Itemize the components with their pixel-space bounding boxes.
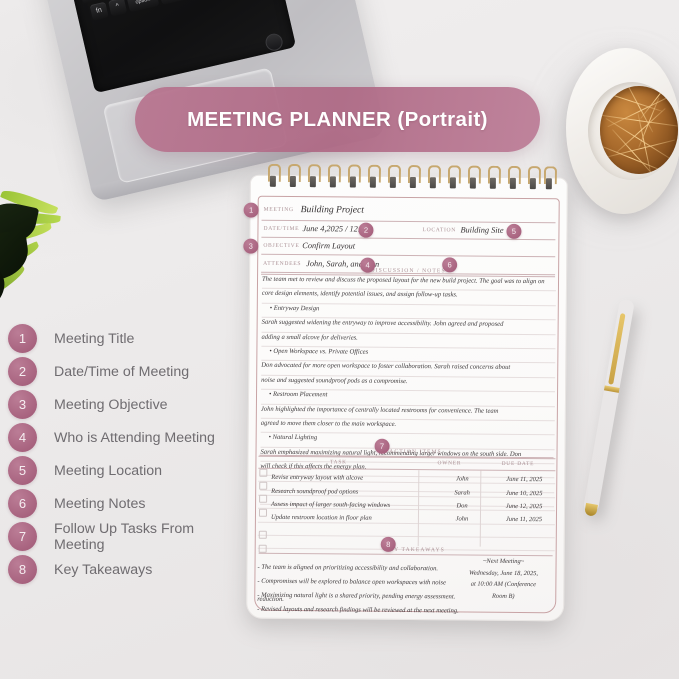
note-text: • Open Workspace vs. Private Offices [269, 347, 369, 356]
key-takeaways-body: - The team is aligned on prioritizing ac… [257, 556, 472, 615]
note-text: Sarah suggested widening the entryway to… [261, 318, 504, 329]
legend-badge-6: 6 [8, 489, 37, 518]
legend-badge-4: 4 [8, 423, 37, 452]
note-text: core design elements, identify potential… [261, 290, 458, 299]
due-date-text: June 11, 2025 [505, 516, 543, 524]
next-meeting-line: Room B) [491, 592, 515, 600]
legend-item-4: 4 Who is Attending Meeting [8, 421, 248, 454]
callout-3: 3 [243, 238, 259, 254]
callout-5: 5 [506, 223, 522, 239]
legend-item-8: 8 Key Takeaways [8, 553, 248, 586]
next-meeting-line: at 10:00 AM (Conference [470, 580, 536, 589]
note-text: • Restroom Placement [268, 390, 328, 399]
objective-value[interactable]: Confirm Layout [302, 241, 356, 251]
next-meeting-line: ~Next Meeting~ [482, 557, 525, 566]
task-checkbox[interactable] [258, 530, 267, 540]
note-text: Don advocated for more open workspace to… [261, 362, 511, 372]
title-banner: MEETING PLANNER (Portrait) [135, 87, 540, 152]
callout-4: 4 [360, 257, 376, 273]
pen-barrel [583, 299, 635, 513]
note-text: • Entryway Design [269, 304, 320, 313]
note-text: The team met to review and discuss the p… [262, 275, 545, 286]
takeaway-text: - Revised layouts and research findings … [257, 605, 459, 615]
legend-label-4: Who is Attending Meeting [54, 429, 215, 446]
legend-item-3: 3 Meeting Objective [8, 388, 248, 421]
ceramic-dish [566, 48, 679, 214]
task-checkbox[interactable] [259, 468, 268, 477]
legend-item-7: 7 Follow Up Tasks From Meeting [8, 520, 248, 553]
legend-label-1: Meeting Title [54, 330, 135, 347]
location-value[interactable]: Building Site [460, 225, 504, 235]
pen-tip [583, 502, 598, 517]
note-text: adding a small alcove for deliveries. [261, 333, 358, 342]
legend-badge-8: 8 [8, 555, 37, 584]
legend-badge-2: 2 [8, 357, 37, 386]
note-text: • Natural Lighting [268, 434, 318, 442]
task-checkbox[interactable] [259, 481, 268, 490]
next-meeting-note: ~Next Meeting~ Wednesday, June 18, 2025,… [455, 555, 551, 602]
legend-label-7: Follow Up Tasks From Meeting [54, 520, 195, 553]
legend-label-5: Meeting Location [54, 462, 163, 479]
title-banner-text: MEETING PLANNER (Portrait) [187, 107, 488, 131]
datetime-label: DATE/TIME [263, 225, 300, 233]
key-takeaways-section-header: KEY TAKEAWAYS [258, 539, 553, 557]
legend-item-6: 6 Meeting Notes [8, 487, 248, 520]
key-option: option [126, 0, 160, 13]
action-items-table: TASK OWNER DUE DATE Revise entryway layo… [257, 455, 556, 553]
owner-text: John [455, 515, 469, 523]
key-takeaways-header-text: KEY TAKEAWAYS [384, 546, 445, 554]
task-checkbox[interactable] [259, 495, 268, 504]
callout-1: 1 [243, 202, 259, 218]
legend-label-2: Date/Time of Meeting [54, 363, 190, 380]
legend-badge-1: 1 [8, 324, 37, 353]
discussion-header-text: DISCUSSION / NOTES [370, 267, 446, 275]
legend-item-5: 5 Meeting Location [8, 454, 248, 487]
key-command: command [158, 0, 208, 5]
note-text: John highlighted the importance of centr… [260, 405, 499, 415]
legend-badge-3: 3 [8, 390, 37, 419]
callout-2: 2 [358, 222, 374, 238]
callout-7: 7 [374, 438, 390, 454]
legend-item-2: 2 Date/Time of Meeting [8, 355, 248, 388]
note-text: agreed to move them closer to the main w… [260, 419, 397, 428]
note-text: noise and suggested soundproof pods as a… [261, 376, 408, 385]
key-fn: fn [89, 1, 109, 21]
callout-6: 6 [442, 257, 458, 273]
spiral-binding [251, 164, 567, 193]
legend-label-6: Meeting Notes [54, 495, 146, 512]
legend-list: 1 Meeting Title 2 Date/Time of Meeting 3… [8, 322, 248, 586]
meeting-planner-notepad: MEETING Building Project 1 DATE/TIME Jun… [243, 174, 568, 622]
legend-label-3: Meeting Objective [54, 396, 168, 413]
next-meeting-line: Wednesday, June 18, 2025, [468, 569, 538, 577]
task-text: Update restroom location in floor plan [270, 514, 372, 523]
green-gold-pen [583, 299, 635, 517]
location-label: LOCATION [422, 227, 457, 234]
legend-item-1: 1 Meeting Title [8, 322, 248, 355]
meeting-title-value[interactable]: Building Project [300, 204, 365, 216]
objective-label: OBJECTIVE [263, 242, 300, 250]
takeaway-line: - Revised layouts and research findings … [257, 598, 472, 615]
gold-clips-bowl [600, 86, 678, 174]
touch-id-button[interactable] [263, 31, 285, 53]
legend-badge-7: 7 [8, 522, 37, 551]
legend-badge-5: 5 [8, 456, 37, 485]
table-row[interactable]: Update restroom location in floor plan J… [257, 508, 556, 525]
task-checkbox[interactable] [258, 508, 268, 517]
callout-8: 8 [380, 536, 396, 552]
meeting-label: MEETING [263, 206, 294, 214]
key-control: ^ [108, 0, 128, 17]
legend-label-8: Key Takeaways [54, 561, 153, 578]
